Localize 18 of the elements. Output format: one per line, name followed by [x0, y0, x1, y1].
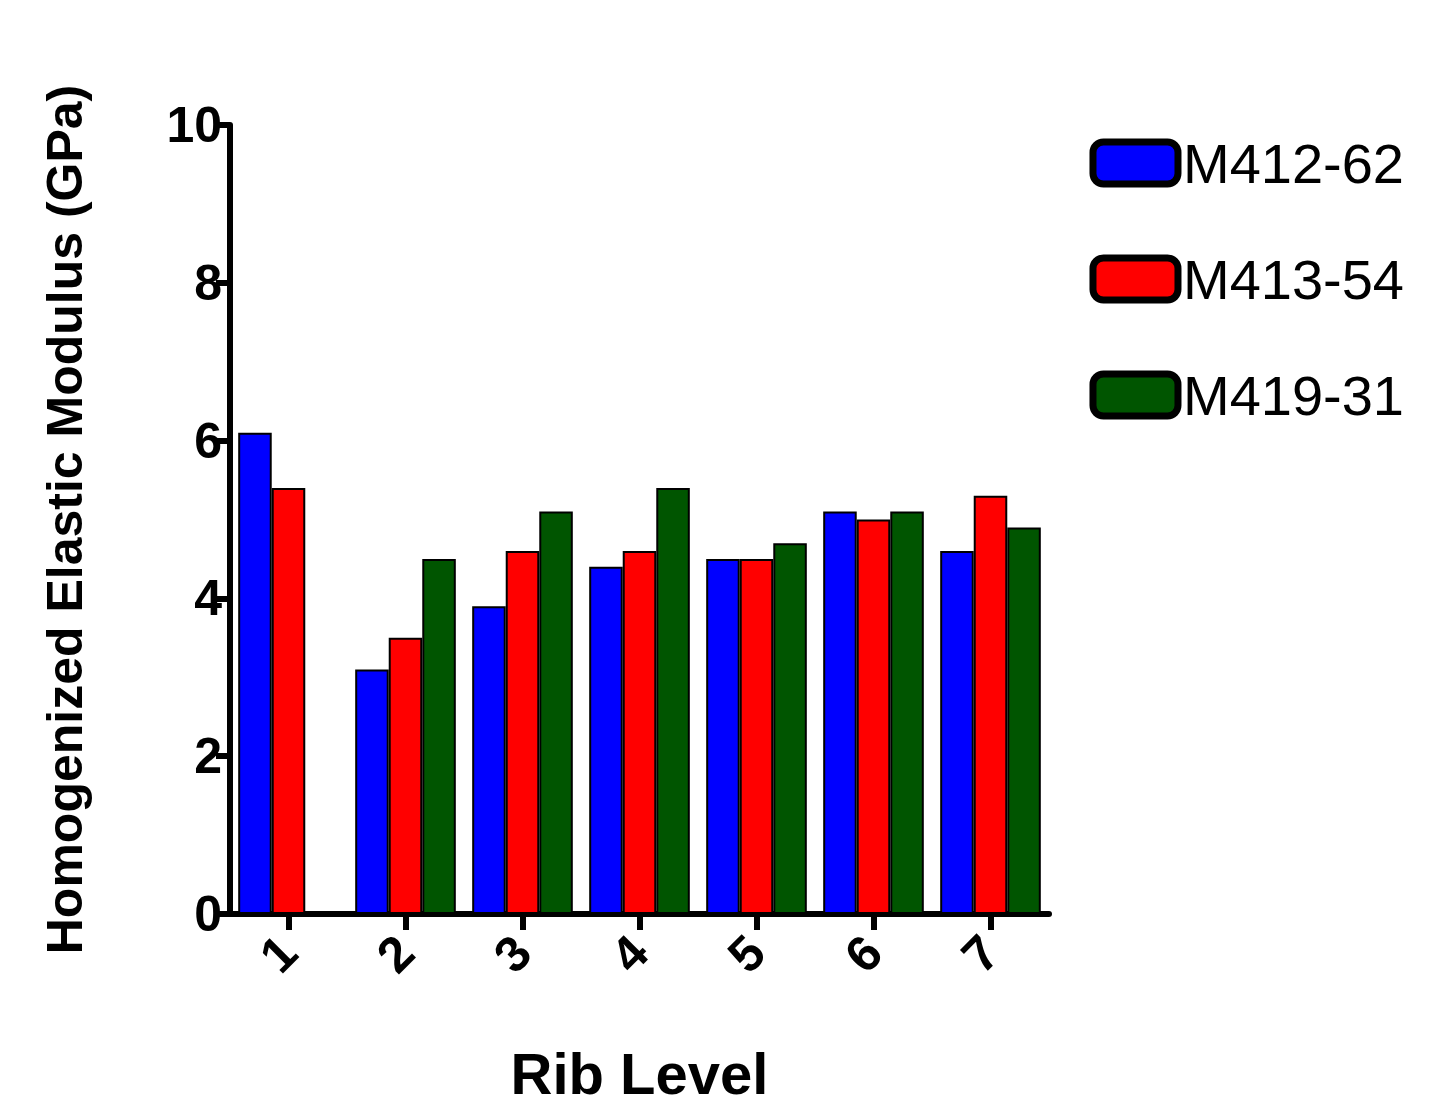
x-tick-label: 4	[600, 924, 660, 984]
y-tick-label: 10	[166, 97, 222, 153]
legend-label: M412-62	[1182, 131, 1405, 195]
x-tick-label: 3	[483, 924, 543, 984]
legend-label: M413-54	[1182, 247, 1405, 311]
x-tick-label: 1	[249, 924, 309, 984]
y-tick-label: 8	[194, 254, 222, 311]
x-tick-label: 7	[951, 924, 1011, 984]
y-axis-title: Homogenized Elastic Modulus (GPa)	[37, 84, 93, 955]
x-tick-label: 6	[834, 924, 894, 984]
x-tick-label: 2	[366, 924, 426, 984]
y-tick-label: 4	[194, 570, 223, 627]
y-tick-label: 0	[194, 886, 222, 942]
x-tick-label: 5	[717, 924, 777, 984]
x-axis-title: Rib Level	[510, 1040, 769, 1106]
y-tick-label: 6	[194, 412, 222, 469]
legend-label: M419-31	[1182, 363, 1405, 427]
y-tick-label: 2	[194, 728, 222, 785]
